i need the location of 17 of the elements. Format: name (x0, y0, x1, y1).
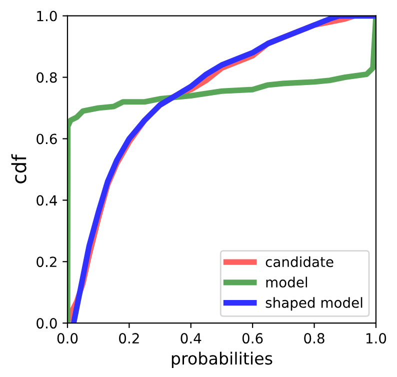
y-axis-title: cdf (11, 154, 26, 184)
x-tick-label: 0.0 (57, 333, 78, 344)
x-tick-label: 0.4 (180, 333, 202, 344)
y-tick-label: 0.2 (36, 256, 56, 268)
x-tick-label: 0.6 (242, 333, 263, 344)
y-tick-label: 0.6 (36, 134, 57, 144)
x-axis-title: probabilities (172, 352, 272, 368)
y-tick-label: 0.8 (36, 72, 57, 83)
y-tick-label: 0.0 (36, 318, 57, 329)
x-tick-label: 0.8 (304, 333, 324, 344)
legend-label: candidate (266, 256, 334, 268)
y-tick-label: 1.0 (37, 10, 57, 22)
legend-label: shaped model (266, 297, 362, 311)
legend-label: model (266, 276, 308, 288)
y-tick-label: 0.4 (36, 195, 57, 206)
x-tick-label: 0.2 (119, 333, 139, 344)
x-tick-label: 1.0 (366, 333, 386, 344)
